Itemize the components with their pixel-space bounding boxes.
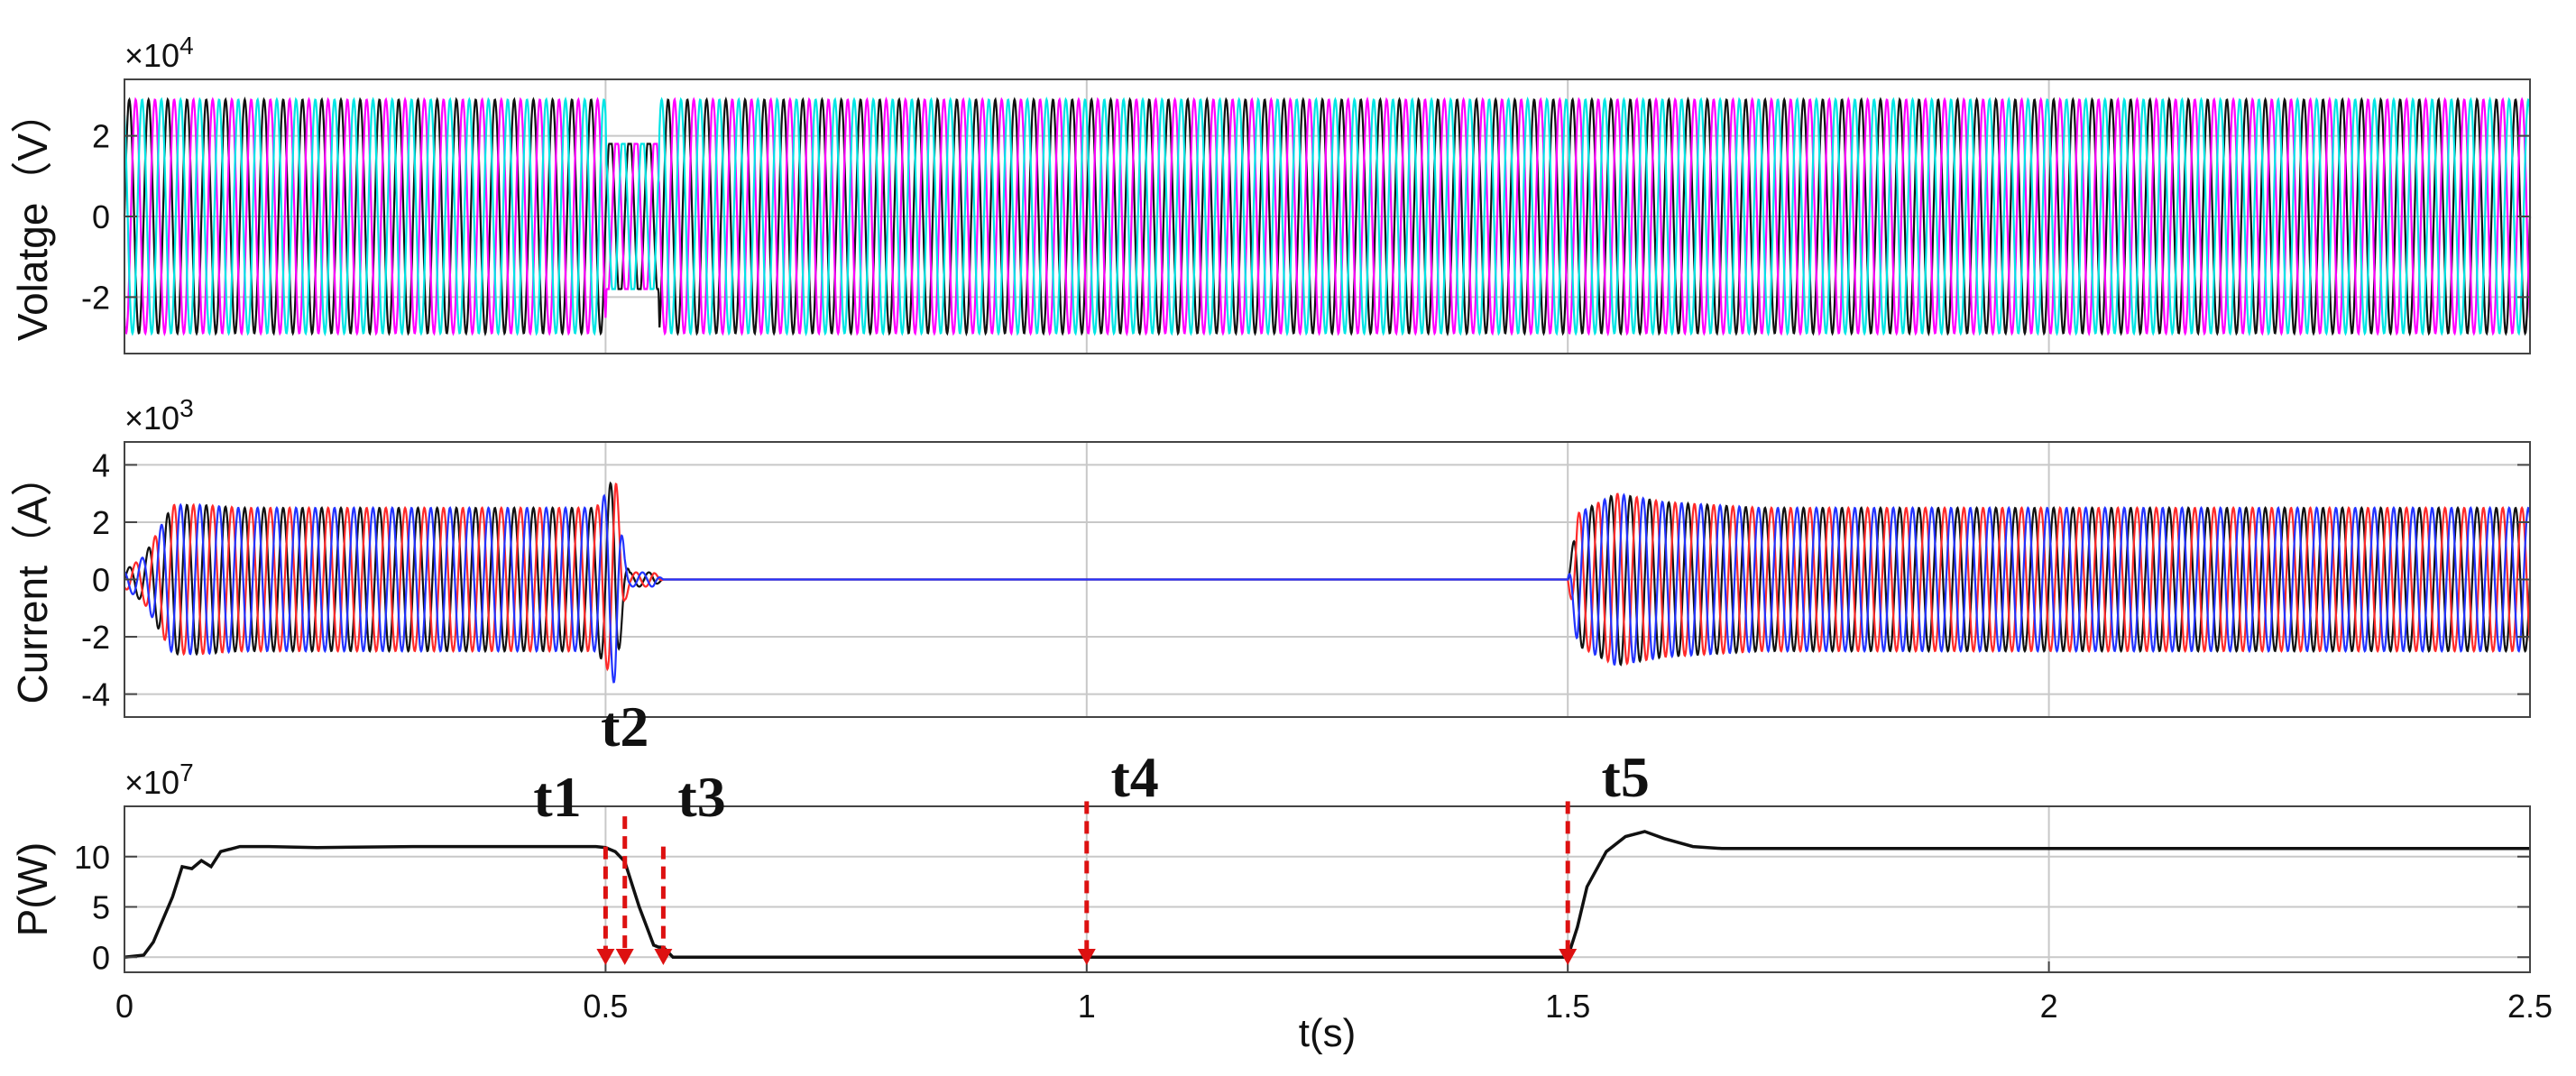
power-x-ticks: 0 0.5 1 1.5 2 2.5: [115, 961, 2553, 1025]
current-multiplier-base: ×10: [124, 400, 179, 437]
x-axis-label: t(s): [1299, 1011, 1357, 1055]
event-markers: t1 t2 t3 t4 t5: [533, 694, 1650, 965]
voltage-y-axis-label: Volatge（V）: [9, 92, 56, 341]
power-panel: 0 5 10 0 0.5 1 1.5 2 2.5 t1 t2 t3 t4 t5 P(W) ×107 t…: [9, 694, 2553, 1055]
voltage-multiplier: ×104: [124, 32, 194, 74]
marker-t5-label: t5: [1602, 745, 1650, 809]
y-tick-label-0: 0: [92, 939, 110, 976]
power-multiplier-exponent: 7: [179, 759, 194, 786]
power-curve: [124, 830, 2530, 960]
marker-t1-arrowhead: [596, 949, 615, 965]
marker-t5-arrowhead: [1559, 949, 1578, 965]
y-tick-label-1: -2: [81, 619, 110, 656]
voltage-phase-2-line: [123, 97, 2532, 336]
power-multiplier-base: ×10: [124, 764, 179, 801]
marker-t3-arrowhead: [654, 949, 673, 965]
current-y-axis-label: Current（A）: [9, 455, 56, 704]
voltage-phase-1-line: [123, 97, 2532, 336]
power-series-line: [124, 830, 2530, 960]
x-tick-label-0: 0: [115, 988, 133, 1025]
y-tick-label-0: -4: [81, 676, 110, 713]
power-multiplier: ×107: [124, 759, 194, 801]
y-tick-label-4: 4: [92, 446, 110, 483]
x-tick-label-1: 0.5: [583, 988, 628, 1025]
x-tick-label-3: 1.5: [1545, 988, 1590, 1025]
voltage-y-ticks: -2 0 2: [81, 118, 2530, 316]
marker-t2-arrowhead: [615, 949, 634, 965]
y-tick-label-3: 2: [92, 504, 110, 541]
y-tick-label-2: 10: [74, 839, 110, 876]
current-panel: -4 -2 0 2 4 Current（A） ×103: [9, 394, 2532, 718]
y-tick-label-0: -2: [81, 279, 110, 316]
voltage-panel: -2 0 2 Volatge（V） ×104: [9, 32, 2532, 354]
current-phase-3-line: [124, 492, 2532, 684]
x-tick-label-4: 2: [2040, 988, 2058, 1025]
voltage-waveforms: [123, 97, 2532, 336]
voltage-multiplier-base: ×10: [124, 37, 179, 74]
current-multiplier-exponent: 3: [179, 394, 194, 422]
marker-t4-label: t4: [1110, 745, 1158, 809]
power-y-ticks: 0 5 10: [74, 839, 2530, 976]
y-tick-label-2: 2: [92, 118, 110, 155]
y-tick-label-1: 0: [92, 198, 110, 235]
marker-t4-arrowhead: [1077, 949, 1096, 965]
marker-t1-label: t1: [533, 765, 581, 829]
marker-t2-label: t2: [601, 694, 649, 759]
voltage-phase-3-line: [123, 97, 2532, 336]
x-tick-label-5: 2.5: [2507, 988, 2553, 1025]
y-tick-label-2: 0: [92, 562, 110, 599]
y-tick-label-1: 5: [92, 889, 110, 926]
current-waveforms: [123, 481, 2532, 684]
power-axes-frame: [124, 805, 2531, 973]
power-y-axis-label: P(W): [9, 842, 56, 937]
current-y-ticks: -4 -2 0 2 4: [81, 446, 2530, 713]
x-tick-label-2: 1: [1078, 988, 1096, 1025]
current-multiplier: ×103: [124, 394, 194, 437]
voltage-multiplier-exponent: 4: [179, 32, 194, 60]
marker-t3-label: t3: [677, 765, 725, 829]
